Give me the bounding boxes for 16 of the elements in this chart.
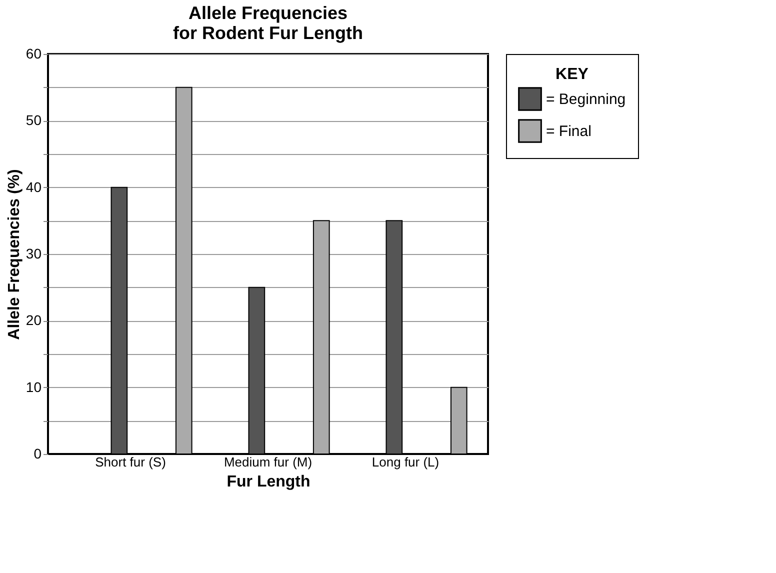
y-tick-label: 40 <box>26 178 42 195</box>
y-tick-label: 10 <box>26 378 42 395</box>
y-tick-label: 30 <box>26 246 42 262</box>
y-tick-label: 50 <box>26 112 42 128</box>
y-tick-label: 60 <box>26 46 42 62</box>
x-tick-label: Short fur (S) <box>95 454 166 470</box>
legend-label: = Beginning <box>546 91 626 108</box>
chart-title: Allele Frequencies for Rodent Fur Length <box>173 3 363 43</box>
y-tick-label: 0 <box>34 446 42 462</box>
legend-label: = Final <box>546 123 592 140</box>
y-tick-label: 20 <box>26 312 42 328</box>
y-axis-title: Allele Frequencies (%) <box>6 169 23 340</box>
x-tick-label: Long fur (L) <box>372 454 440 470</box>
x-axis-title: Fur Length <box>226 474 310 490</box>
x-tick-label: Medium fur (M) <box>224 454 312 470</box>
legend-title: KEY <box>556 66 589 83</box>
